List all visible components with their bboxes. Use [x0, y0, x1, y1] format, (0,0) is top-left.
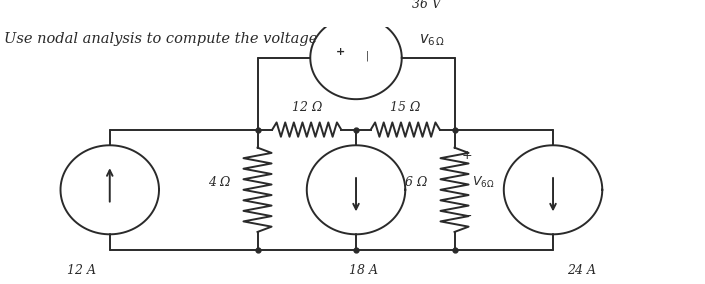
Text: 24 A: 24 A	[567, 264, 596, 277]
Text: |: |	[366, 51, 369, 61]
Text: +: +	[462, 149, 472, 162]
Text: $v_{6\,\Omega}$: $v_{6\,\Omega}$	[419, 32, 446, 48]
Text: 36 V: 36 V	[412, 0, 441, 11]
Text: 6 Ω: 6 Ω	[405, 176, 427, 189]
Text: $V_{6\Omega}$: $V_{6\Omega}$	[472, 175, 494, 190]
Text: 18 A: 18 A	[348, 264, 378, 277]
Text: +: +	[336, 47, 345, 57]
Text: −: −	[462, 210, 472, 223]
Text: 15 Ω: 15 Ω	[390, 101, 420, 114]
Text: 12 Ω: 12 Ω	[292, 101, 322, 114]
Text: Use nodal analysis to compute the voltage: Use nodal analysis to compute the voltag…	[4, 32, 322, 46]
Text: 4 Ω: 4 Ω	[208, 176, 230, 189]
Text: 12 A: 12 A	[67, 264, 96, 277]
